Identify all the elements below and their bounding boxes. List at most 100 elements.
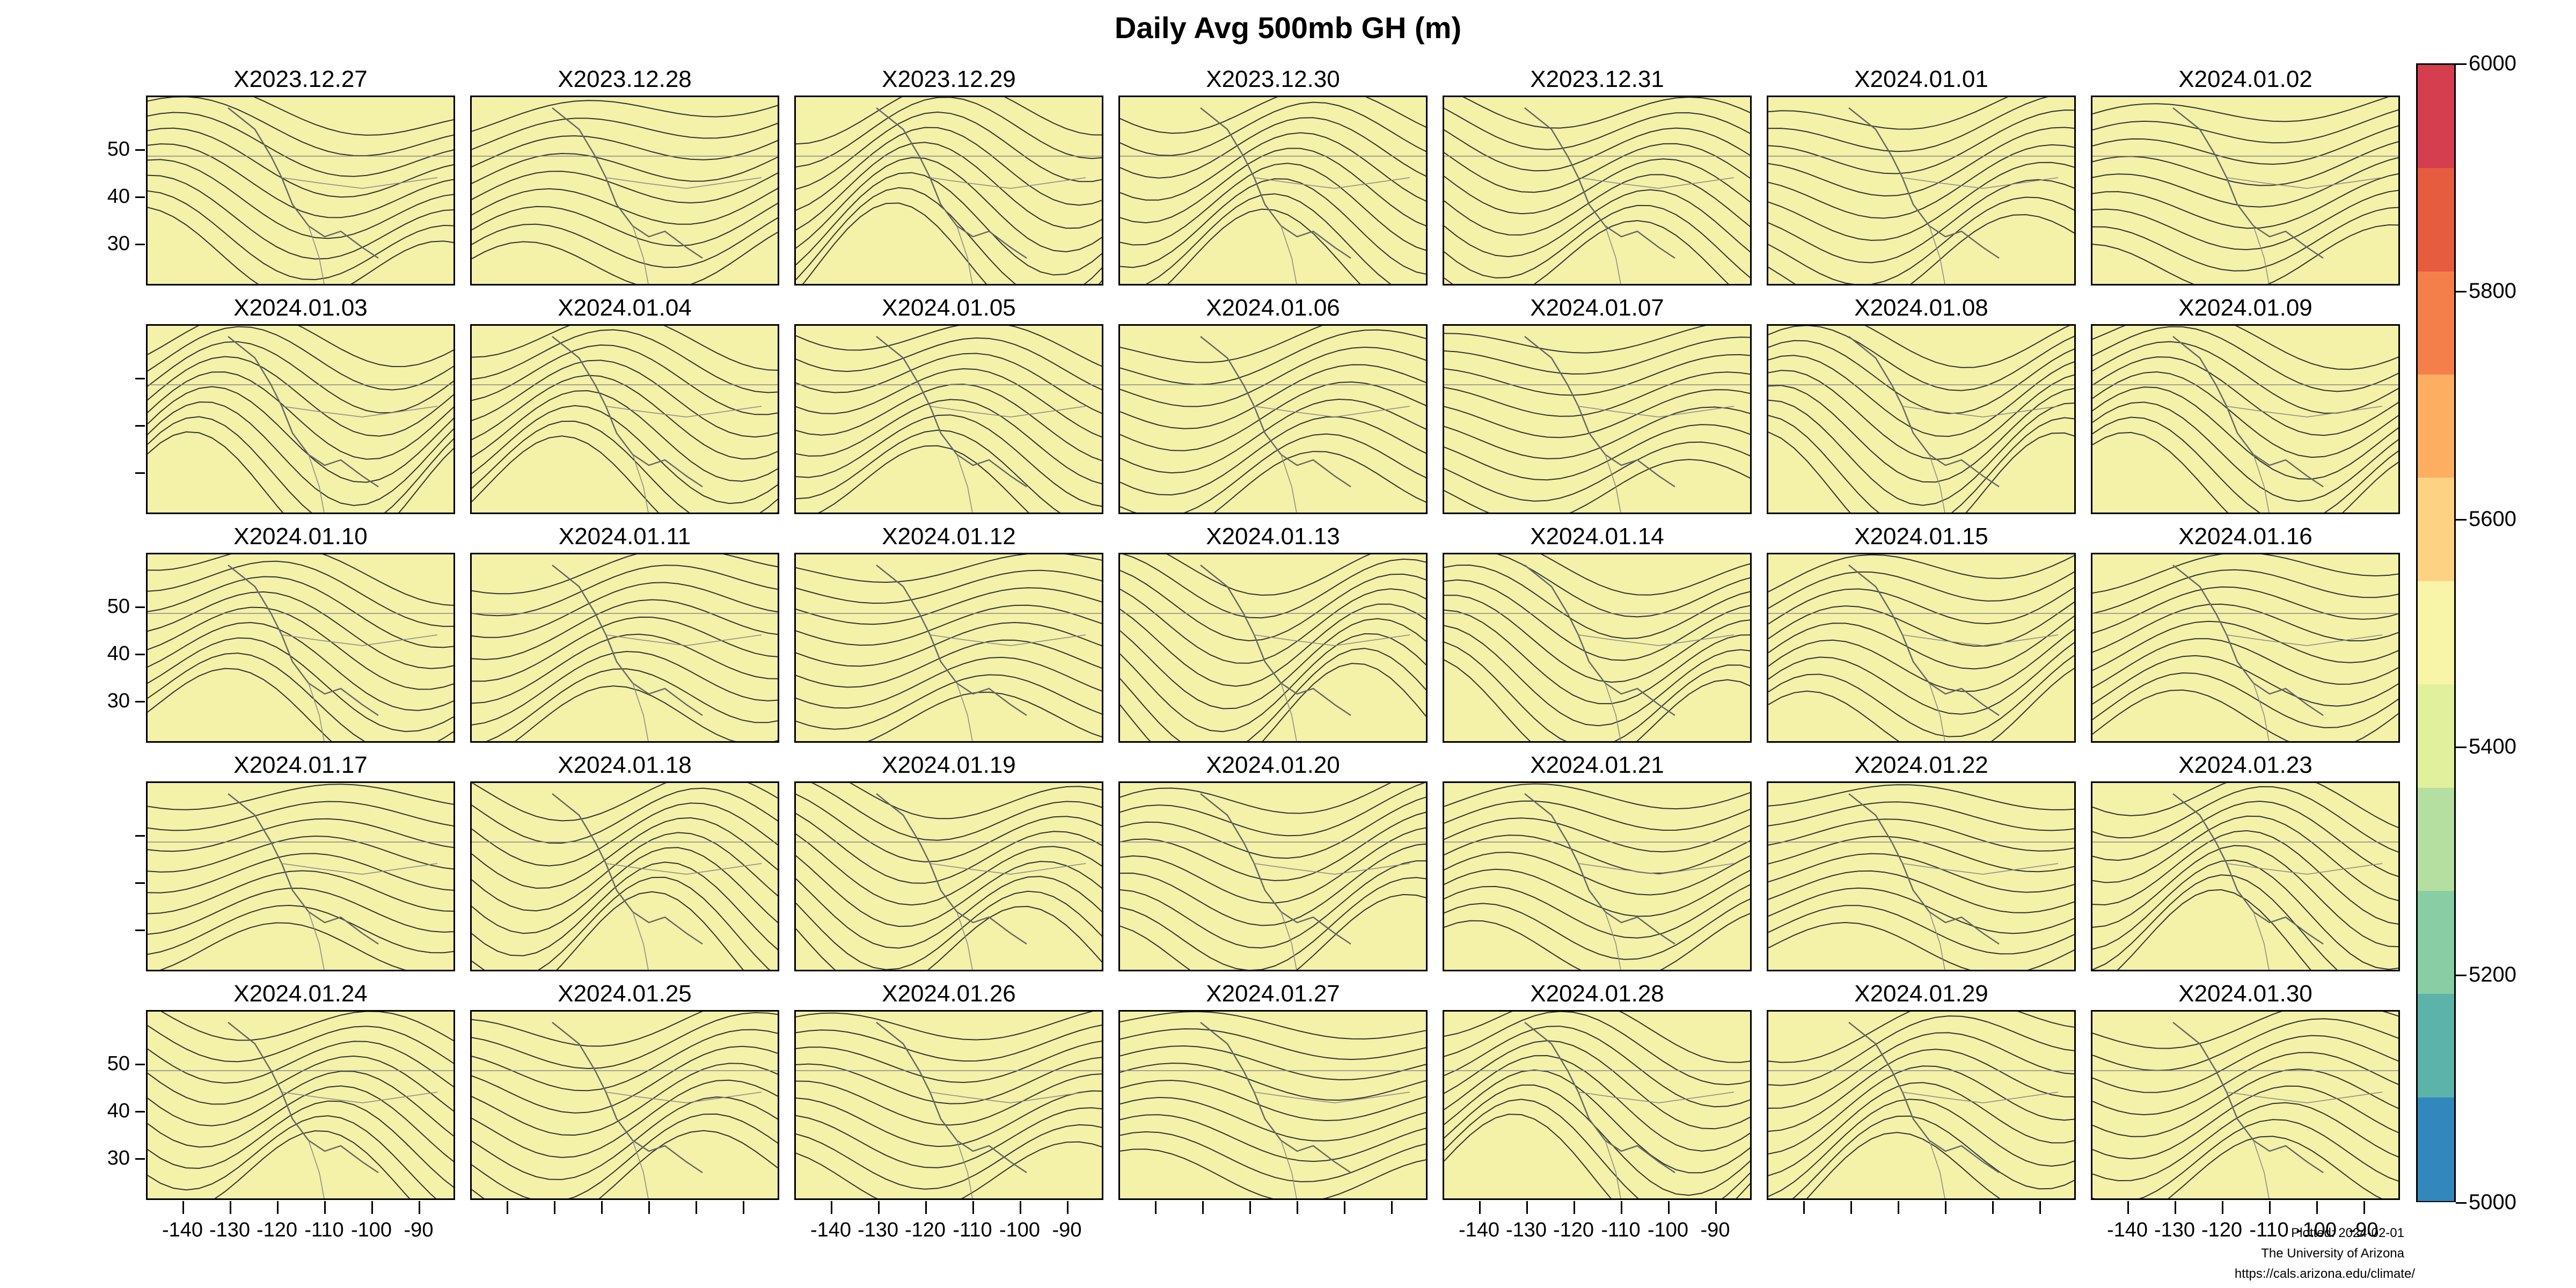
map-panel [794,1010,1103,1200]
panel-title: X2024.01.05 [882,295,1016,321]
colorbar-segment [2418,787,2454,891]
panel-title: X2024.01.03 [233,295,368,321]
map-panel [794,553,1103,743]
map-panel [2091,1010,2400,1200]
colorbar-segment [2418,168,2454,272]
y-tick-label: 40 [107,185,130,208]
x-tick-label: -100 [350,1219,392,1241]
x-tick [1344,1201,1345,1214]
map-panel [1118,781,1428,971]
y-tick [135,1111,145,1113]
map-panel [1767,324,2076,514]
panel-title: X2024.01.01 [1854,66,1988,92]
y-tick-label: 50 [107,138,130,160]
y-tick-label: 30 [107,1147,130,1169]
colorbar-label: 5000 [2469,1190,2516,1214]
x-tick [1391,1201,1393,1214]
y-tick [135,149,145,151]
x-tick [2175,1201,2176,1214]
source-url[interactable]: https://cals.arizona.edu/climate/ [2234,1267,2415,1281]
x-tick-label: -90 [1052,1219,1082,1241]
map-panel [1118,324,1428,514]
colorbar-label: 5800 [2469,279,2516,303]
x-tick [1202,1201,1204,1214]
y-tick-label: 40 [107,642,130,665]
map-panel [146,781,455,971]
map-panel [470,324,779,514]
colorbar-segment [2418,684,2454,788]
map-panel [2091,781,2400,971]
map-panel [1767,553,2076,743]
x-tick [1850,1201,1852,1214]
x-tick [743,1201,744,1214]
map-panel [146,553,455,743]
colorbar-tick [2456,1202,2467,1204]
map-panel [794,781,1103,971]
x-tick-label: -140 [810,1219,852,1241]
panel-title: X2024.01.28 [1530,980,1664,1007]
y-tick [135,701,145,702]
x-tick-label: -110 [2249,1219,2289,1241]
y-tick [135,882,145,884]
panel-title: X2024.01.15 [1854,523,1988,550]
y-tick [135,425,145,427]
y-tick-label: 50 [107,595,130,618]
colorbar-label: 5600 [2469,507,2516,531]
x-tick-label: -140 [162,1219,203,1241]
panel-title: X2024.01.23 [2178,752,2312,778]
colorbar-segment [2418,271,2454,376]
map-panel [794,96,1103,286]
colorbar-segment [2418,581,2454,685]
y-tick [135,244,145,245]
panel-title: X2023.12.31 [1530,66,1664,92]
map-panel [1118,553,1428,743]
x-tick [1992,1201,1994,1214]
panel-title: X2024.01.24 [233,980,368,1007]
y-tick [135,378,145,379]
panel-title: X2024.01.09 [2178,295,2312,321]
x-tick [507,1201,508,1214]
x-tick [831,1201,832,1214]
panel-title: X2024.01.18 [558,752,692,778]
y-tick [135,196,145,198]
map-panel [1767,1010,2076,1200]
x-tick-label: -140 [2106,1219,2148,1241]
panel-title: X2024.01.17 [233,752,368,778]
x-tick [1945,1201,1946,1214]
colorbar-label: 5200 [2469,962,2516,986]
panel-title: X2024.01.16 [2178,523,2312,550]
x-tick [1067,1201,1069,1214]
x-tick [601,1201,603,1214]
x-tick [2127,1201,2129,1214]
x-tick [2269,1201,2271,1214]
organization-credit: The University of Arizona [2261,1246,2404,1261]
panel-title: X2024.01.11 [558,523,691,550]
panel-title: X2023.12.30 [1206,66,1340,92]
y-tick-label: 40 [107,1100,130,1122]
x-tick [1479,1201,1481,1214]
map-panel [1443,324,1752,514]
x-tick-label: -90 [404,1219,434,1241]
panel-title: X2024.01.06 [1206,295,1340,321]
colorbar-segment [2418,1097,2454,1201]
x-tick-label: -120 [256,1219,298,1241]
colorbar-segment [2418,478,2454,582]
x-tick-label: -100 [999,1219,1041,1241]
x-tick-label: -90 [1700,1219,1730,1241]
x-tick-label: -100 [2295,1219,2337,1241]
x-tick-label: -110 [953,1219,992,1241]
x-tick [419,1201,420,1214]
x-tick-label: -120 [1553,1219,1594,1241]
x-tick-label: -130 [857,1219,899,1241]
panel-title: X2023.12.29 [882,66,1016,92]
panel-title: X2024.01.27 [1206,980,1340,1007]
panel-title: X2024.01.10 [233,523,368,550]
map-panel [1767,96,2076,286]
panel-title: X2024.01.20 [1206,752,1340,778]
colorbar-label: 6000 [2469,52,2516,75]
y-tick-label: 30 [107,232,130,255]
panel-title: X2024.01.04 [558,295,692,321]
colorbar-tick [2456,63,2467,65]
x-tick-label: -120 [904,1219,946,1241]
map-panel [146,96,455,286]
